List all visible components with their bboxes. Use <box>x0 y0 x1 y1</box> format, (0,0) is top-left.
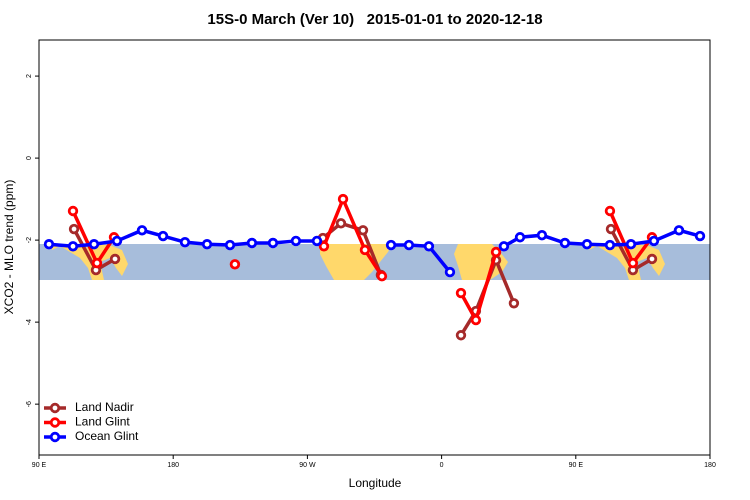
point <box>444 266 456 278</box>
y-tick-label: -4 <box>26 319 33 325</box>
point <box>559 237 571 249</box>
y-axis-label: XCO2 - MLO trend (ppm) <box>2 180 16 315</box>
point <box>490 246 502 258</box>
point <box>604 239 616 251</box>
point <box>470 314 482 326</box>
point <box>267 237 279 249</box>
point <box>335 218 347 229</box>
x-tick-label: 90 E <box>32 462 47 469</box>
point <box>68 223 80 235</box>
x-tick-label: 90 W <box>299 462 316 469</box>
series-line <box>503 228 701 248</box>
point <box>498 241 510 252</box>
point <box>111 235 123 247</box>
point <box>357 225 369 236</box>
point <box>67 205 79 217</box>
point <box>694 230 706 242</box>
point <box>604 205 616 217</box>
point <box>67 241 79 252</box>
legend-label: Land Glint <box>75 415 130 429</box>
point <box>508 298 520 309</box>
legend-marker <box>49 417 61 428</box>
point <box>224 239 236 251</box>
y-tick-label: -2 <box>26 237 33 243</box>
point <box>673 225 685 236</box>
point <box>648 235 660 247</box>
point <box>109 253 121 265</box>
point <box>201 239 213 250</box>
y-tick-label: 2 <box>26 74 33 78</box>
x-tick-label: 180 <box>167 462 179 469</box>
point <box>359 244 371 256</box>
point <box>536 229 548 241</box>
point <box>290 235 302 247</box>
point <box>311 235 323 247</box>
point <box>455 287 467 299</box>
y-tick-label: -6 <box>26 401 33 407</box>
point <box>514 232 526 243</box>
series-line <box>322 194 384 278</box>
plot-frame <box>38 39 711 456</box>
point <box>179 236 191 248</box>
point <box>581 239 593 250</box>
point <box>157 230 169 242</box>
point <box>43 239 55 250</box>
point <box>246 237 258 249</box>
x-tick-label: 180 <box>704 462 716 469</box>
point <box>229 259 241 270</box>
point <box>625 239 637 250</box>
x-tick-label: 90 E <box>569 462 584 469</box>
legend-label: Land Nadir <box>75 400 134 414</box>
legend-marker <box>49 402 61 414</box>
x-tick-label: 0 <box>440 462 444 469</box>
chart-title: 15S-0 March (Ver 10) 2015-01-01 to 2020-… <box>207 11 542 28</box>
point <box>136 225 148 236</box>
point <box>455 330 467 341</box>
series-line <box>391 243 452 274</box>
x-axis-label: Longitude <box>349 476 402 490</box>
point <box>376 271 388 282</box>
map-strip <box>39 244 710 280</box>
y-tick-label: 0 <box>26 156 33 160</box>
point <box>403 239 415 251</box>
point <box>337 193 349 205</box>
point <box>385 239 397 251</box>
point <box>318 241 330 252</box>
point <box>423 241 435 252</box>
point <box>627 257 639 269</box>
point <box>646 253 658 265</box>
point <box>88 239 100 250</box>
point <box>605 223 617 235</box>
legend-label: Ocean Glint <box>75 429 139 443</box>
legend-marker <box>49 431 61 443</box>
point <box>91 257 103 269</box>
